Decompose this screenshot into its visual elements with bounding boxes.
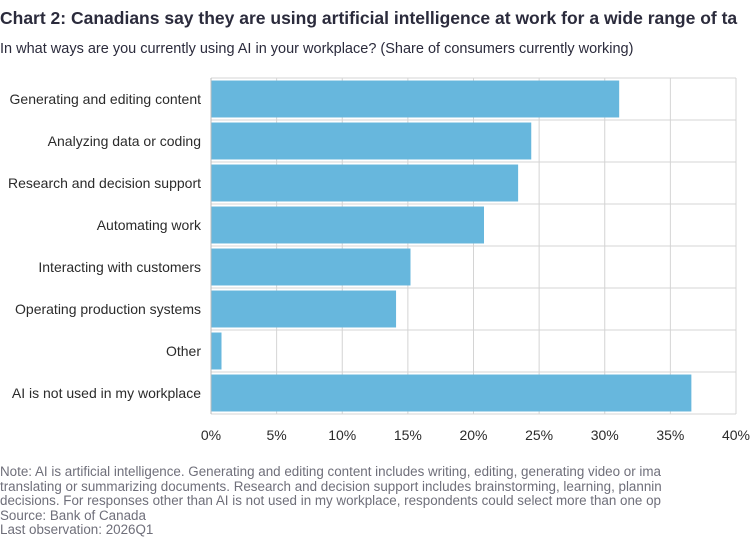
category-label-6: Other xyxy=(166,343,201,359)
category-label-4: Interacting with customers xyxy=(38,259,201,275)
category-label-3: Automating work xyxy=(97,217,202,233)
bar-4 xyxy=(211,248,411,286)
x-tick-label-8: 40% xyxy=(722,427,750,443)
bar-2 xyxy=(211,164,519,202)
source-line: Source: Bank of Canada xyxy=(0,508,146,523)
x-tick-label-2: 10% xyxy=(328,427,356,443)
last-observation-line: Last observation: 2026Q1 xyxy=(0,523,154,537)
x-tick-label-1: 5% xyxy=(267,427,287,443)
x-tick-label-3: 15% xyxy=(394,427,422,443)
category-label-7: AI is not used in my workplace xyxy=(12,385,201,401)
x-tick-label-7: 35% xyxy=(656,427,684,443)
category-label-2: Research and decision support xyxy=(8,175,201,191)
bar-0 xyxy=(211,80,620,118)
x-tick-label-0: 0% xyxy=(201,427,221,443)
category-label-0: Generating and editing content xyxy=(10,91,202,107)
chart-title: Chart 2: Canadians say they are using ar… xyxy=(0,8,738,28)
footnotes: Note: AI is artificial intelligence. Gen… xyxy=(0,465,750,538)
note-line-3: decisions. For responses other than AI i… xyxy=(0,494,661,508)
note-line-1: Note: AI is artificial intelligence. Gen… xyxy=(0,465,661,479)
chart-subtitle: In what ways are you currently using AI … xyxy=(0,41,634,57)
bar-1 xyxy=(211,122,532,160)
category-label-5: Operating production systems xyxy=(15,301,201,317)
bar-6 xyxy=(211,332,222,370)
category-label-1: Analyzing data or coding xyxy=(48,133,201,149)
bar-3 xyxy=(211,206,484,244)
note-line-2: translating or summarizing documents. Re… xyxy=(0,479,662,494)
x-tick-label-5: 25% xyxy=(525,427,553,443)
bar-chart: 0% 5% 10% 15% 20% 25% 30% 35% 40% Generating and … xyxy=(8,77,750,443)
x-tick-label-4: 20% xyxy=(459,427,487,443)
bar-5 xyxy=(211,290,397,328)
bar-7 xyxy=(211,374,692,412)
x-tick-label-6: 30% xyxy=(591,427,619,443)
